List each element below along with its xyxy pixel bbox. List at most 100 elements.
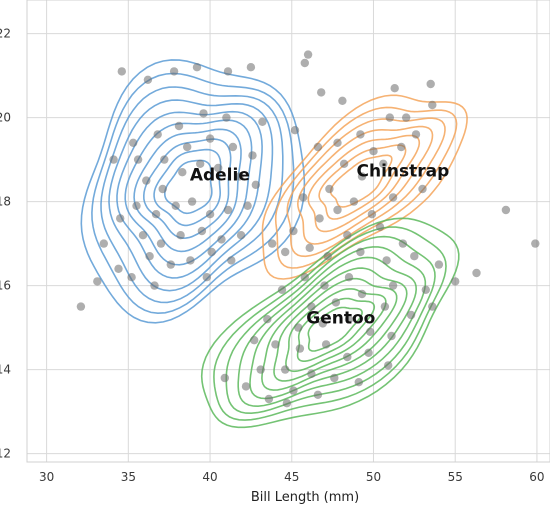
x-tick-label: 40 [202,470,217,484]
data-point [331,298,341,307]
data-point [367,210,377,219]
data-point [205,210,215,219]
x-tick-label: 35 [121,470,136,484]
data-point [176,231,185,240]
data-point [169,67,179,76]
data-point [222,113,231,122]
data-point [354,378,363,387]
data-point [385,113,394,122]
data-point [197,226,207,236]
data-point [356,247,365,257]
data-point [129,138,138,147]
data-point [344,315,354,324]
data-point [410,252,419,261]
density-contour [274,106,458,269]
cluster-annotations: Adelie Chinstrap Gentoo [190,161,449,328]
density-contour [237,246,427,408]
data-point [421,285,430,294]
data-point [246,62,256,72]
data-point [307,369,316,378]
data-point [428,100,437,110]
data-point [390,84,399,93]
data-point [384,361,393,370]
density-contour [307,306,363,352]
data-point [318,319,327,328]
x-tick-label: 55 [448,470,463,484]
x-axis-label: Bill Length (mm) [251,490,359,505]
data-point [281,365,290,374]
data-point [349,197,359,206]
data-point [531,239,540,248]
axis-ticks: 30 35 40 45 50 55 60 12 14 16 18 20 22 [0,27,545,484]
density-contour [261,267,408,391]
data-point [315,214,324,223]
data-point [320,281,329,290]
plot-frame [26,0,550,463]
data-point [235,172,244,181]
data-point [171,201,180,210]
data-point [300,58,309,68]
y-tick-label: 12 [0,447,11,461]
data-point [281,247,290,257]
data-point [282,399,292,408]
data-point [166,260,175,269]
data-point [313,142,323,152]
data-point [364,348,373,357]
data-point [305,243,314,252]
data-point [382,256,391,265]
y-tick-label: 18 [0,195,11,209]
cluster-label-adelie: Adelie [190,166,250,186]
density-contour [80,59,306,324]
data-point [227,256,236,265]
density-contour [100,86,284,304]
data-point [263,315,272,324]
data-point [220,373,229,383]
cluster-label-chinstrap: Chinstrap [357,161,450,181]
data-point [138,231,148,240]
density-contour [200,217,460,429]
data-point [380,302,390,311]
x-tick-label: 30 [39,470,54,484]
density-contour [307,134,421,233]
data-point [199,109,208,118]
data-point [397,142,406,152]
data-point [388,193,398,202]
data-point [127,273,136,282]
data-point [174,121,184,131]
data-point [428,302,437,311]
density-contour [273,277,398,382]
density-contour [133,128,242,253]
data-point [330,373,339,383]
data-point [289,226,298,236]
data-point [217,235,226,244]
data-point [158,184,167,194]
data-point [333,205,342,215]
data-point [256,365,265,374]
data-point [268,239,277,248]
data-point [99,239,109,248]
data-point [338,96,347,106]
data-point [117,67,127,76]
density-contour [225,235,436,415]
data-point [202,273,211,282]
data-point [411,130,421,139]
data-point [472,268,481,278]
density-contour [286,117,446,258]
data-point [258,117,267,127]
data-point [241,382,251,391]
density-contour [142,138,232,240]
density-contour [296,125,434,245]
data-point [223,205,233,215]
y-tick-label: 22 [0,27,11,41]
data-point [183,142,192,152]
data-point [271,340,280,349]
data-point [434,260,444,269]
data-point [178,168,187,177]
data-point [150,281,159,290]
data-point [236,231,246,240]
data-point [192,62,202,72]
data-point [145,252,154,261]
data-point [300,273,309,282]
data-point [375,222,385,231]
data-point [264,394,274,404]
